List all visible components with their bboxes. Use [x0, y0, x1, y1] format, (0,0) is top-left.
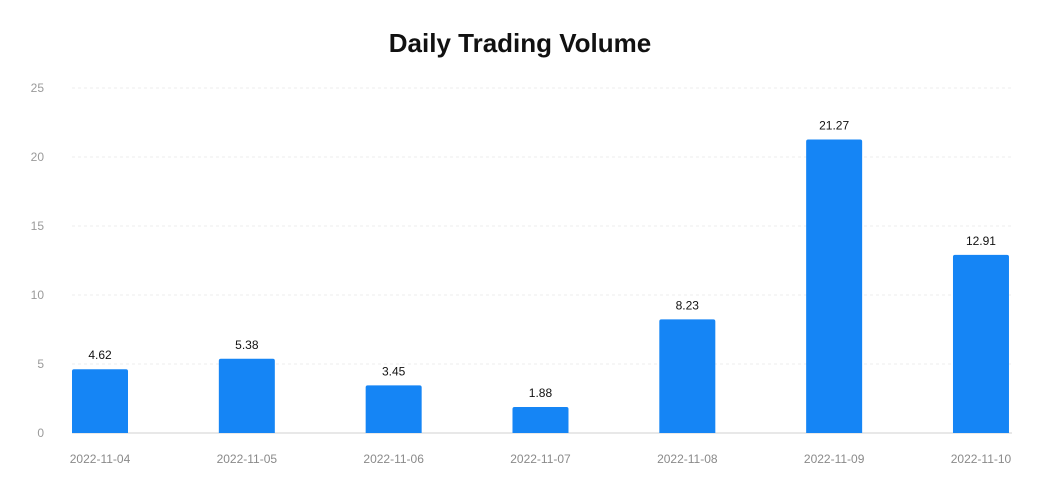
data-label: 12.91 [966, 234, 996, 248]
bar [218, 358, 275, 433]
bar [659, 319, 716, 433]
bar [952, 254, 1009, 433]
bar [72, 369, 128, 433]
bar [806, 139, 863, 433]
data-label: 21.27 [819, 118, 849, 132]
x-tick-label: 2022-11-04 [70, 452, 131, 466]
x-tick-label: 2022-11-09 [804, 452, 865, 466]
x-tick-label: 2022-11-05 [217, 452, 278, 466]
x-tick-label: 2022-11-06 [363, 452, 424, 466]
data-label: 5.38 [235, 338, 259, 352]
y-tick-label: 25 [31, 81, 45, 95]
y-tick-label: 15 [31, 219, 45, 233]
chart-title: Daily Trading Volume [388, 28, 652, 58]
y-tick-label: 0 [37, 426, 44, 440]
bar [365, 385, 422, 433]
bar [512, 407, 569, 433]
y-tick-label: 10 [31, 288, 45, 302]
data-label: 4.62 [88, 348, 112, 362]
x-tick-label: 2022-11-08 [657, 452, 718, 466]
y-tick-label: 5 [37, 357, 44, 371]
data-label: 8.23 [676, 298, 700, 312]
y-tick-label: 20 [31, 150, 45, 164]
x-tick-label: 2022-11-10 [951, 452, 1012, 466]
x-tick-label: 2022-11-07 [510, 452, 571, 466]
data-label: 3.45 [382, 364, 406, 378]
data-label: 1.88 [529, 386, 553, 400]
